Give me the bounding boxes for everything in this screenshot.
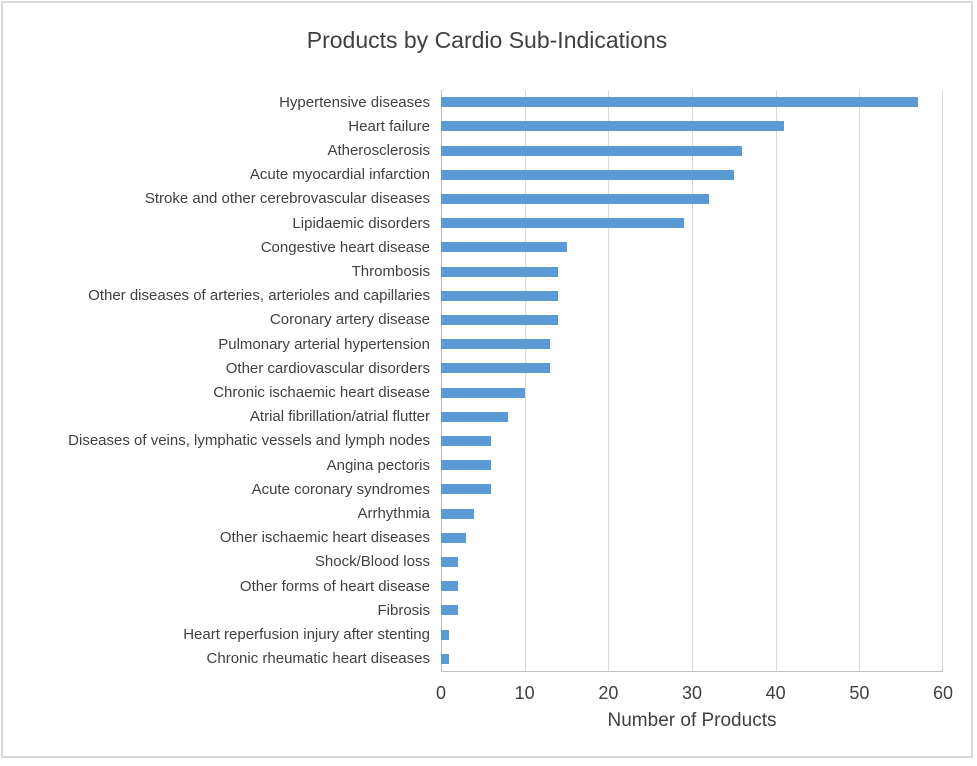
gridline	[608, 90, 609, 671]
x-tick-label: 10	[514, 683, 535, 703]
bar	[441, 145, 743, 156]
bar-row	[441, 332, 943, 356]
bar-series	[441, 90, 943, 671]
bar	[441, 532, 467, 543]
bar	[441, 242, 567, 253]
bar-row	[441, 380, 943, 404]
x-tick-label: 60	[932, 683, 954, 703]
category-label: Chronic rheumatic heart diseases	[206, 650, 430, 668]
x-tick-label: 40	[765, 683, 786, 703]
bar	[441, 218, 684, 229]
x-axis-line	[441, 671, 943, 672]
category-label: Arrhythmia	[357, 505, 430, 523]
category-label: Lipidaemic disorders	[292, 214, 430, 232]
bar-row	[441, 477, 943, 501]
bar-row	[441, 526, 943, 550]
bar	[441, 97, 918, 108]
bar	[441, 266, 559, 277]
category-label: Other forms of heart disease	[239, 577, 430, 595]
category-axis-line	[441, 90, 442, 671]
x-tick-label: 50	[849, 683, 870, 703]
x-tick-label: 30	[681, 683, 703, 703]
bar	[441, 556, 458, 567]
bar-row	[441, 429, 943, 453]
bar-row	[441, 453, 943, 477]
bar-row	[441, 598, 943, 622]
bar	[441, 169, 734, 180]
bar-row	[441, 235, 943, 259]
bar-row	[441, 574, 943, 598]
bar-row	[441, 647, 943, 671]
bar	[441, 653, 450, 664]
category-label: Other diseases of arteries, arterioles a…	[88, 287, 430, 305]
category-axis-labels: Hypertensive diseases Heart failure Athero…	[3, 90, 430, 671]
x-tick-label: 20	[598, 683, 619, 703]
bar	[441, 435, 492, 446]
category-label: Other ischaemic heart diseases	[219, 529, 430, 547]
bar	[441, 387, 525, 398]
bar-row	[441, 284, 943, 308]
bar-row	[441, 308, 943, 332]
category-label: Chronic ischaemic heart disease	[213, 384, 430, 402]
category-label: Stroke and other cerebrovascular disease…	[144, 190, 430, 208]
category-label: Hypertensive diseases	[279, 93, 430, 111]
category-label: Pulmonary arterial hypertension	[218, 335, 430, 353]
category-label: Heart reperfusion injury after stenting	[183, 626, 430, 644]
bar	[441, 314, 559, 325]
chart-title: Products by Cardio Sub-Indications	[306, 27, 668, 53]
bar-row	[441, 550, 943, 574]
x-axis-title: Number of Products	[607, 710, 777, 731]
bar-row	[441, 356, 943, 380]
bar-row	[441, 163, 943, 187]
bar	[441, 411, 508, 422]
category-label: Atherosclerosis	[327, 142, 430, 159]
bar	[441, 121, 785, 132]
plot-area	[441, 90, 943, 672]
category-label: Acute myocardial infarction	[249, 166, 430, 184]
gridline	[859, 90, 860, 671]
x-tick-label: 0	[435, 683, 446, 703]
bar	[441, 290, 559, 301]
bar-row	[441, 259, 943, 283]
category-label: Diseases of veins, lymphatic vessels and…	[68, 432, 430, 450]
category-label: Thrombosis	[351, 263, 430, 281]
bar	[441, 629, 450, 640]
bar-row	[441, 211, 943, 235]
bar	[441, 193, 709, 204]
bar	[441, 363, 550, 374]
bar	[441, 508, 475, 519]
bar-row	[441, 405, 943, 429]
bar-row	[441, 187, 943, 211]
category-label: Congestive heart disease	[260, 238, 430, 256]
category-label: Shock/Blood loss	[314, 553, 430, 571]
bar	[441, 484, 492, 495]
bar	[441, 581, 458, 592]
bar-row	[441, 501, 943, 525]
bar	[441, 339, 550, 350]
category-label: Other cardiovascular disorders	[225, 359, 430, 377]
bar-row	[441, 622, 943, 646]
category-label: Angina pectoris	[326, 456, 430, 474]
category-label: Atrial fibrillation/atrial flutter	[249, 408, 430, 426]
category-label: Fibrosis	[377, 601, 430, 619]
category-label: Acute coronary syndromes	[251, 480, 430, 498]
gridline	[525, 90, 526, 671]
category-label: Heart failure	[348, 117, 430, 135]
gridline	[776, 90, 777, 671]
bar-row	[441, 90, 943, 114]
bar-row	[441, 114, 943, 138]
gridline	[942, 90, 943, 671]
bar-row	[441, 138, 943, 162]
category-label: Coronary artery disease	[269, 311, 430, 329]
bar	[441, 460, 492, 471]
bar	[441, 605, 458, 616]
gridline	[692, 90, 693, 671]
